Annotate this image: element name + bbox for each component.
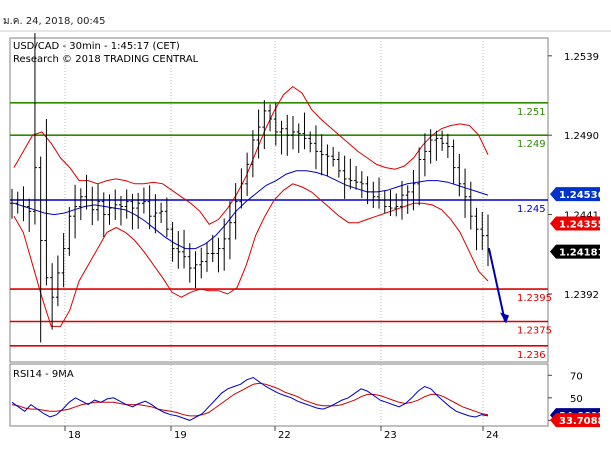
rsi-badge-ma-text: 33.7088: [559, 416, 605, 427]
rsi-series-layer: [11, 376, 489, 421]
price-badge-ask: 1.24536: [550, 187, 605, 202]
x-axis-grid: [64, 38, 484, 431]
x-tick-label: 19: [174, 430, 187, 441]
x-tick-label: 23: [384, 430, 397, 441]
price-badge-ask-text: 1.24536: [559, 190, 605, 201]
y-tick-label: 1.2490: [564, 131, 599, 142]
forecast-arrow: [488, 248, 509, 324]
x-tick-label: 22: [278, 430, 291, 441]
rsi-line: [11, 376, 489, 421]
rsi-panel-frame: [9, 363, 549, 427]
x-tick-label: 18: [68, 430, 81, 441]
level-label-pivot: 1.245: [517, 204, 546, 215]
y-tick-label: 1.2539: [564, 52, 599, 63]
y-tick-label: 1.2392: [564, 290, 599, 301]
moving-average-line: [13, 170, 489, 250]
rsi-y-tick-label: 50: [570, 394, 583, 405]
forecast-arrow-head: [500, 312, 509, 324]
levels-layer: 1.251 1.249 1.245 1.2395 1.2375 1.236: [10, 102, 552, 361]
price-badge-bid: 1.24355: [550, 216, 605, 231]
timestamp: ม.ค. 24, 2018, 00:45: [3, 16, 106, 27]
chart-title: USD/CAD - 30min - 1:45:17 (CET): [13, 41, 180, 52]
x-tick-label: 24: [486, 430, 499, 441]
price-badge-ask-shape: [550, 187, 600, 202]
level-label-support: 1.2395: [517, 293, 552, 304]
price-badge-bid-text: 1.24355: [559, 219, 605, 230]
level-label-support: 1.2375: [517, 326, 552, 337]
price-badge-last-shape: [550, 244, 600, 259]
level-label-support: 1.236: [517, 350, 546, 361]
rsi-badge-ma: 33.7088: [550, 413, 605, 428]
rsi-label: RSI14 - 9MA: [13, 369, 74, 380]
bollinger-lower-line: [13, 183, 489, 327]
price-badge-last-text: 1.24181: [559, 248, 605, 259]
rsi-y-tick-label: 70: [570, 371, 583, 382]
price-badge-last: 1.24181: [550, 244, 605, 259]
level-label-resistance: 1.249: [517, 139, 546, 150]
price-badge-bid-shape: [550, 216, 600, 231]
y-tick-label: 1.2441: [564, 211, 599, 222]
forecast-arrow-shaft: [488, 248, 506, 322]
candles-layer: [10, 33, 490, 343]
rsi-badge-ma-shape: [550, 413, 600, 428]
level-label-resistance: 1.251: [517, 107, 546, 118]
chart-copyright: Research © 2018 TRADING CENTRAL: [13, 54, 199, 65]
